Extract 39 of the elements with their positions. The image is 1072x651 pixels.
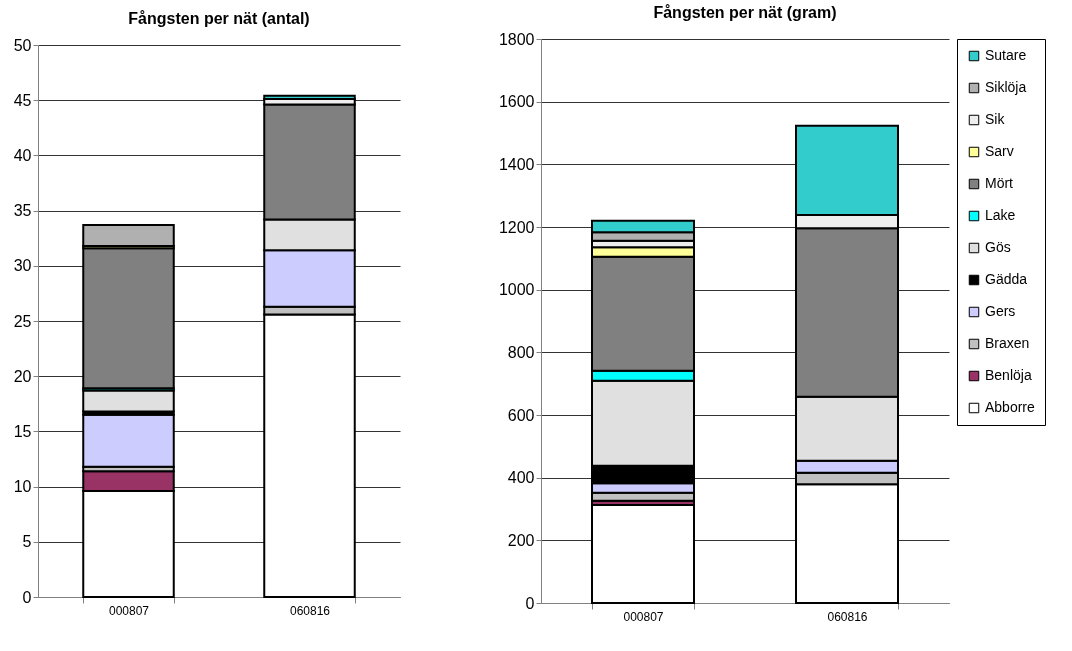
legend-label: Abborre — [985, 399, 1036, 415]
x-tick-label: 060816 — [289, 603, 331, 618]
legend-label: Mört — [985, 175, 1014, 191]
y-tick-label: 15 — [13, 422, 32, 440]
y-tick-label: 400 — [507, 469, 535, 487]
x-tick-label: 000807 — [623, 609, 664, 624]
legend-label: Lake — [985, 207, 1016, 223]
y-tick-label: 45 — [13, 91, 32, 109]
legend-label: Sik — [985, 111, 1006, 127]
y-tick-label: 600 — [507, 406, 535, 424]
x-tick-label: 000807 — [108, 603, 150, 618]
legend-label: Braxen — [985, 335, 1030, 351]
y-tick-label: 20 — [13, 367, 32, 385]
y-tick-label: 1600 — [498, 93, 535, 111]
legend-label: Sutare — [985, 47, 1027, 63]
y-tick-label: 1400 — [498, 155, 535, 173]
y-tick-label: 1000 — [498, 281, 535, 299]
y-tick-label: 0 — [525, 594, 535, 612]
y-tick-label: 35 — [13, 202, 32, 220]
y-tick-label: 1800 — [498, 30, 535, 48]
chart-title: Fångsten per nät (antal) — [128, 10, 310, 27]
y-tick-label: 5 — [22, 533, 32, 551]
legend-label: Gers — [985, 303, 1016, 319]
y-tick-label: 50 — [13, 36, 32, 54]
y-tick-label: 800 — [507, 343, 535, 361]
y-tick-label: 40 — [13, 146, 32, 164]
y-tick-label: 1200 — [498, 218, 535, 236]
legend-label: Gädda — [985, 271, 1028, 287]
legend-label: Benlöja — [985, 367, 1032, 383]
x-tick-label: 060816 — [827, 609, 868, 624]
y-tick-label: 10 — [13, 478, 32, 496]
chart-title: Fångsten per nät (gram) — [653, 4, 837, 21]
y-tick-label: 200 — [507, 531, 535, 549]
y-tick-label: 30 — [13, 257, 32, 275]
legend-label: Sarv — [985, 143, 1014, 159]
y-tick-label: 25 — [13, 312, 32, 330]
y-tick-label: 0 — [22, 588, 32, 606]
legend-label: Siklöja — [985, 79, 1027, 95]
legend-label: Gös — [985, 239, 1011, 255]
